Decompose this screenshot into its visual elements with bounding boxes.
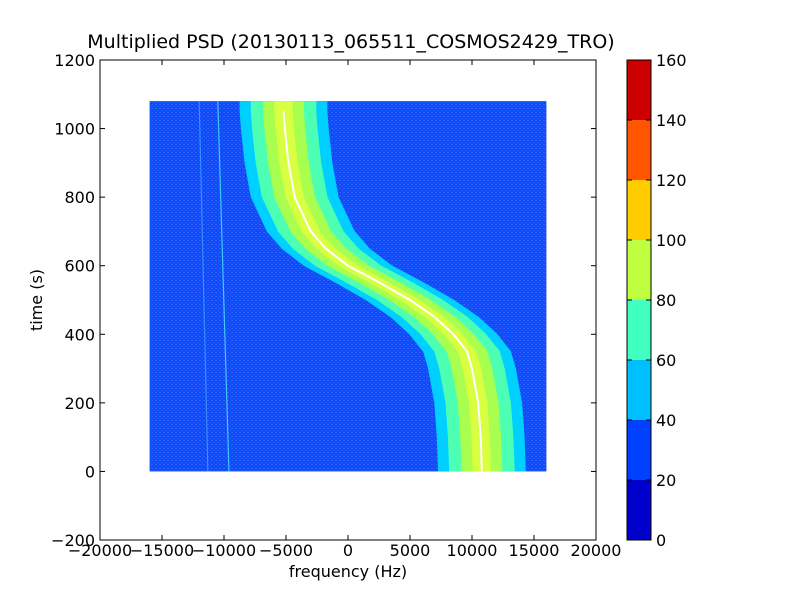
colorbar-segment xyxy=(627,360,651,420)
colorbar-tick-label: 0 xyxy=(656,531,666,550)
x-tick-label: 20000 xyxy=(571,541,622,560)
colorbar-tick-label: 60 xyxy=(656,351,676,370)
colorbar-tick-label: 160 xyxy=(656,51,687,70)
band-level-90 xyxy=(274,101,492,472)
colorbar-segment xyxy=(627,60,651,120)
y-axis-label: time (s) xyxy=(27,269,46,331)
colorbar-tick-label: 40 xyxy=(656,411,676,430)
y-tick-label: 400 xyxy=(64,325,95,344)
colorbar-segment xyxy=(627,300,651,360)
y-tick-label: 1000 xyxy=(54,120,95,139)
x-tick-label: 15000 xyxy=(509,541,560,560)
colorbar-tick-label: 20 xyxy=(656,471,676,490)
colorbar-segment xyxy=(627,120,651,180)
y-tick-label: 800 xyxy=(64,188,95,207)
x-tick-label: −10000 xyxy=(192,541,256,560)
y-tick-label: 0 xyxy=(85,462,95,481)
colorbar-segment xyxy=(627,480,651,540)
x-tick-label: −5000 xyxy=(259,541,313,560)
faint-line-0 xyxy=(217,101,230,472)
colorbar-tick-label: 120 xyxy=(656,171,687,190)
colorbar-segment xyxy=(627,180,651,240)
colorbar-segment xyxy=(627,420,651,480)
colorbar-segment xyxy=(627,240,651,300)
heatmap xyxy=(149,101,547,472)
chart-title: Multiplied PSD (20130113_065511_COSMOS24… xyxy=(87,31,614,53)
x-axis: −20000−15000−10000 −5000 0 5000 10000 15000 20… xyxy=(68,60,622,560)
y-axis: −200 0 200 400 600 800 1000 1200 xyxy=(51,51,596,550)
x-tick-label: −20000 xyxy=(68,541,132,560)
y-tick-label: 600 xyxy=(64,257,95,276)
x-tick-label: −15000 xyxy=(130,541,194,560)
x-tick-label: 0 xyxy=(343,541,353,560)
y-tick-label: 200 xyxy=(64,394,95,413)
x-axis-label: frequency (Hz) xyxy=(289,562,407,581)
colorbar-tick-label: 140 xyxy=(656,111,687,130)
signal-ridge xyxy=(282,111,483,472)
y-tick-label: 1200 xyxy=(54,51,95,70)
signal-bands xyxy=(198,101,526,472)
faint-line-1 xyxy=(198,101,209,472)
y-tick-label: −200 xyxy=(51,531,95,550)
colorbar-tick-label: 80 xyxy=(656,291,676,310)
plot-area: −20000−15000−10000 −5000 0 5000 10000 15000 20… xyxy=(51,51,621,560)
colorbar: 0 20 40 60 80 100 120 140 160 xyxy=(626,51,687,550)
x-tick-label: 5000 xyxy=(390,541,431,560)
colorbar-tick-label: 100 xyxy=(656,231,687,250)
x-tick-label: 10000 xyxy=(447,541,498,560)
